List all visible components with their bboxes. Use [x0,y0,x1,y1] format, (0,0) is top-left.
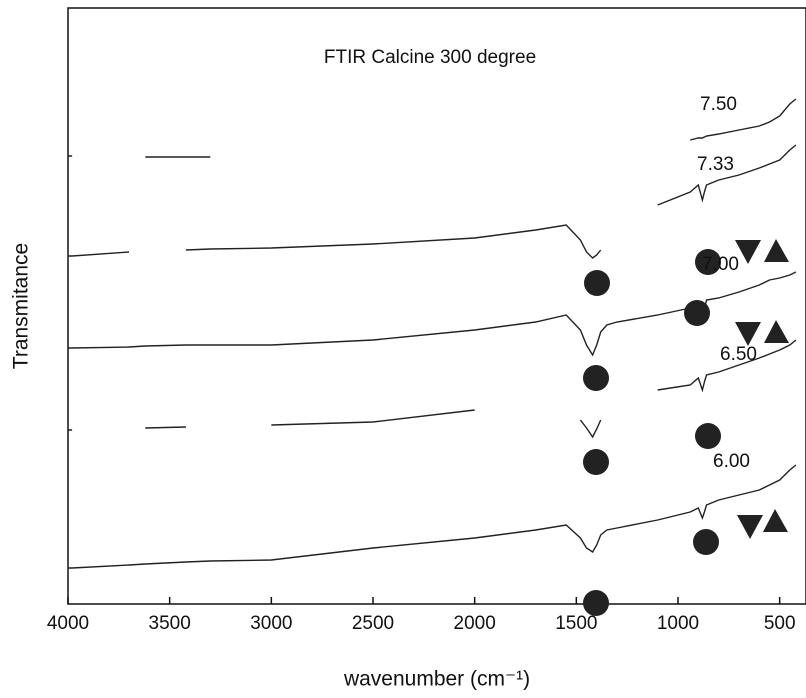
up-triangle [764,239,789,262]
series-label: 7.33 [697,154,734,175]
peak-markers [583,239,789,616]
series-label: 7.00 [702,254,739,275]
series-label: 6.50 [720,344,757,365]
circle-marker [684,300,710,326]
down-triangle [735,240,761,264]
circle-marker [583,449,609,475]
circle-marker [584,270,610,296]
spectrum-line [68,271,797,357]
x-tick-label: 3500 [149,613,191,634]
plot-frame [67,7,806,605]
x-tick-label: 2500 [352,613,394,634]
spectrum-line [68,339,797,439]
spectrum-line [68,464,797,569]
series-label: 6.00 [713,451,750,472]
chart-title: FTIR Calcine 300 degree [324,47,536,68]
up-triangle [764,320,789,343]
down-triangle [737,515,763,539]
spectrum-line [68,98,797,158]
x-tick-label: 3000 [250,613,292,634]
down-triangle [735,322,761,346]
series-label: 7.50 [700,94,737,115]
circle-marker [583,590,609,616]
circle-marker [695,423,721,449]
x-tick-label: 2000 [454,613,496,634]
y-axis-label: Transmitance [10,243,33,369]
circle-marker [695,249,721,275]
circle-marker [583,365,609,391]
x-tick-label: 1500 [555,613,597,634]
x-tick-label: 1000 [657,613,699,634]
circle-marker [693,529,719,555]
x-axis-label: wavenumber (cm⁻¹) [343,668,530,691]
spectrum-line [68,144,797,259]
x-tick-label: 4000 [47,613,89,634]
up-triangle [763,509,788,532]
x-tick-label: 500 [764,613,796,634]
